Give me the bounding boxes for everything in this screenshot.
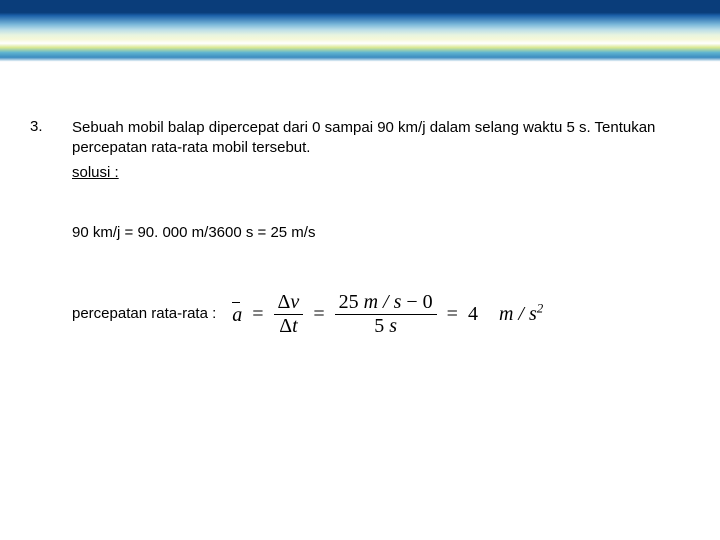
result-value: 4 — [468, 301, 478, 328]
num-minus-zero: − 0 — [406, 291, 432, 313]
fraction-values: 25 m / s − 0 5 s — [335, 291, 437, 338]
question-text: Sebuah mobil balap dipercepat dari 0 sam… — [72, 118, 690, 159]
acceleration-formula: a = ΔΔvv Δt = 25 m / s − 0 5 s = 4 m / s… — [232, 291, 543, 338]
problem-row: 3. Sebuah mobil balap dipercepat dari 0 … — [30, 118, 690, 338]
result-label: percepatan rata-rata : — [72, 304, 216, 324]
fraction-dv-dt: ΔΔvv Δt — [274, 291, 304, 338]
content-area: 3. Sebuah mobil balap dipercepat dari 0 … — [0, 70, 720, 338]
num-unit: m / s — [364, 291, 402, 313]
result-exponent: 2 — [537, 300, 544, 315]
result-row: percepatan rata-rata : a = ΔΔvv Δt = 25 … — [72, 291, 690, 338]
equals-1: = — [250, 301, 265, 328]
solusi-label: solusi : — [72, 163, 119, 183]
problem-number: 3. — [30, 118, 52, 338]
equals-3: = — [445, 301, 460, 328]
den-value: 5 — [374, 315, 384, 337]
result-unit: m / s2 — [499, 301, 543, 328]
a-bar-symbol: a — [232, 300, 242, 329]
conversion-line: 90 km/j = 90. 000 m/3600 s = 25 m/s — [72, 223, 690, 243]
equals-2: = — [311, 301, 326, 328]
header-banner — [0, 0, 720, 70]
num-value: 25 — [339, 291, 359, 313]
den-unit: s — [389, 315, 397, 337]
problem-body: Sebuah mobil balap dipercepat dari 0 sam… — [72, 118, 690, 338]
